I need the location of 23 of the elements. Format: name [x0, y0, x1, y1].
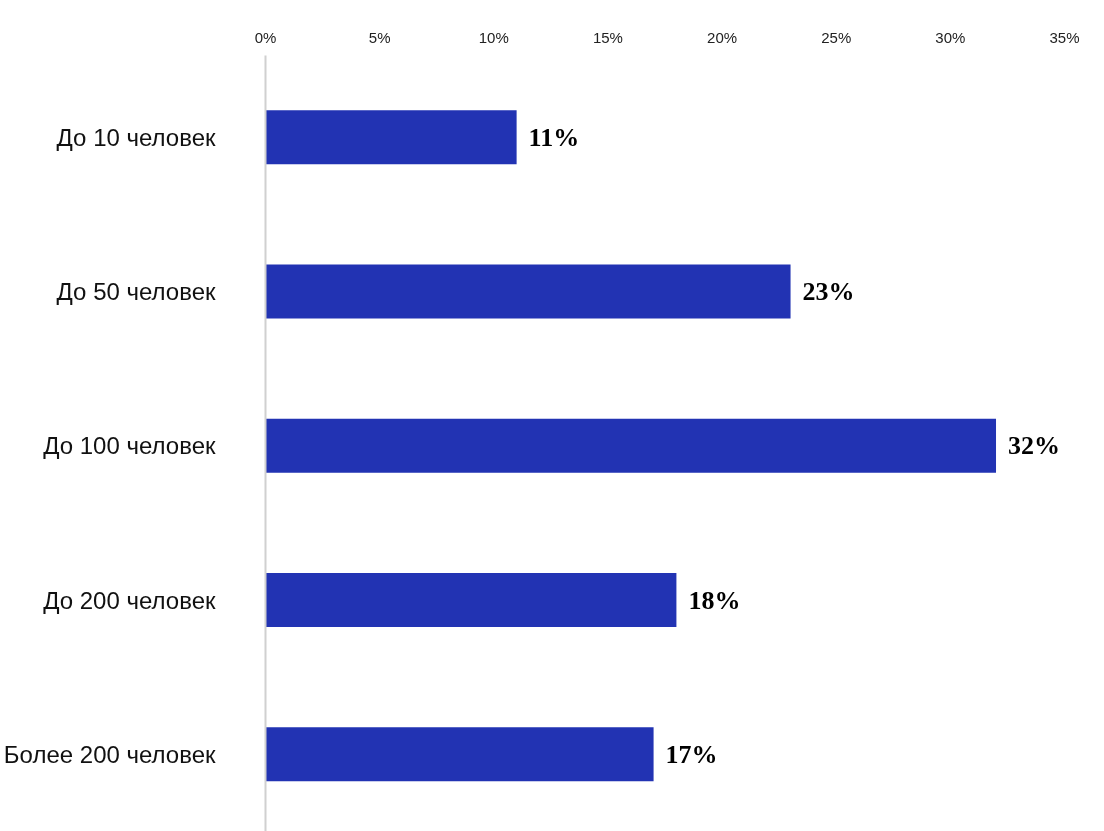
x-tick-label: 5%: [368, 28, 391, 46]
x-tick-label: 30%: [935, 28, 966, 46]
data-label: 17%: [665, 739, 718, 769]
data-label: 23%: [802, 277, 855, 307]
x-tick-label: 20%: [707, 28, 738, 46]
x-tick-label: 35%: [1049, 28, 1080, 46]
data-label: 18%: [688, 585, 741, 615]
y-tick-label: До 10 человек: [56, 123, 216, 151]
y-tick-label: До 200 человек: [43, 586, 216, 614]
bar: [265, 418, 997, 473]
data-label: 11%: [528, 122, 580, 152]
bar: [265, 573, 677, 628]
x-tick-label: 10%: [478, 28, 509, 46]
data-label: 32%: [1008, 431, 1061, 461]
x-tick-label: 25%: [821, 28, 852, 46]
x-tick-label: 0%: [254, 28, 277, 46]
bar: [265, 264, 791, 319]
y-tick-label: Более 200 человек: [3, 740, 216, 768]
x-tick-label: 15%: [592, 28, 623, 46]
bar: [265, 110, 517, 165]
bar: [265, 727, 654, 782]
y-tick-label: До 100 человек: [43, 432, 216, 460]
y-tick-label: До 50 человек: [56, 278, 216, 306]
